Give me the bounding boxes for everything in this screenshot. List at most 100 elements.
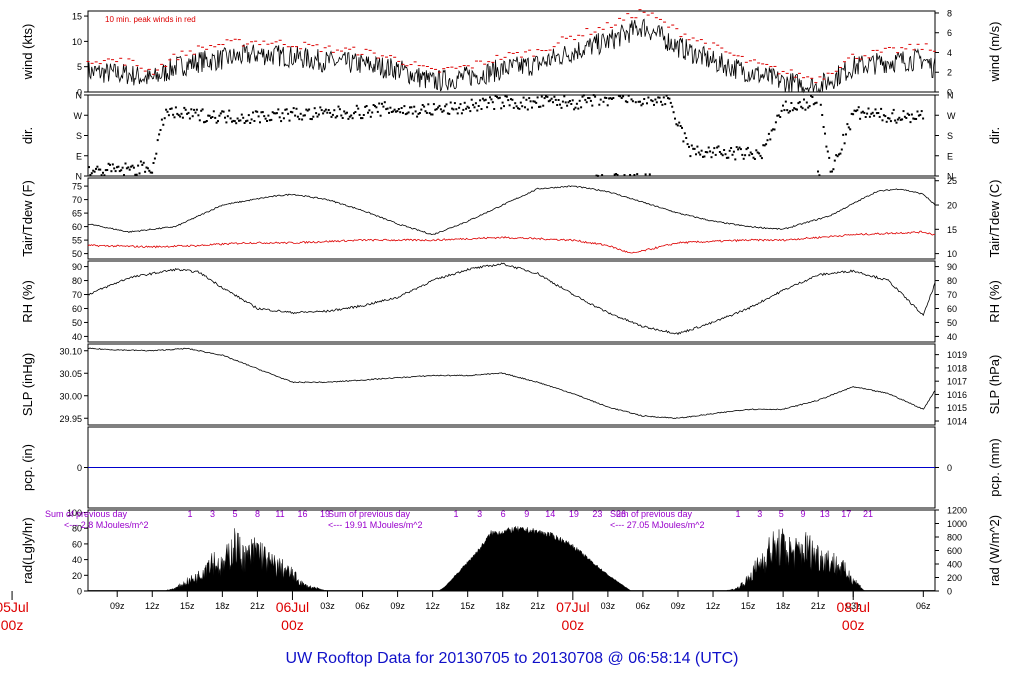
x-axis: 09z 12z 15z 18z 21z 03z 06z 09z 12z 15z 18z 21z 03z 0… — [0, 591, 931, 633]
direction-point — [303, 114, 306, 117]
direction-point — [543, 97, 546, 100]
direction-point — [410, 106, 413, 109]
direction-point — [580, 106, 583, 109]
direction-point — [542, 104, 545, 107]
direction-point — [354, 111, 357, 113]
direction-point — [409, 106, 411, 109]
direction-point — [849, 128, 852, 131]
direction-point — [734, 158, 737, 161]
rad-daily-sum-value: <--- 19.91 MJoules/m^2 — [328, 520, 423, 530]
series-slp — [87, 347, 936, 419]
direction-point — [587, 97, 590, 99]
direction-point — [400, 107, 403, 109]
direction-point — [723, 149, 726, 151]
direction-point — [92, 169, 95, 172]
direction-point — [434, 108, 437, 111]
panel-rad: rad(Lgly/hr) rad (W/m^2)02040608010002004… — [20, 506, 1002, 597]
direction-point — [118, 170, 121, 173]
direction-point — [218, 114, 221, 117]
direction-point — [441, 110, 444, 113]
direction-point — [389, 106, 392, 109]
direction-point — [165, 108, 168, 111]
direction-point — [797, 102, 800, 105]
ytick-label-right-slp: 1015 — [947, 403, 967, 413]
direction-point — [721, 154, 724, 157]
direction-point — [249, 122, 252, 124]
direction-point — [728, 149, 731, 152]
direction-point — [390, 111, 393, 113]
direction-point — [679, 125, 682, 127]
direction-point — [644, 173, 647, 176]
direction-point — [399, 111, 402, 114]
direction-point — [435, 108, 438, 111]
ytick-label-left-slp: 30.05 — [59, 369, 82, 379]
series-direction — [88, 94, 925, 177]
direction-point — [718, 151, 721, 153]
direction-point — [222, 110, 225, 113]
direction-point — [403, 105, 406, 108]
direction-point — [774, 121, 777, 124]
xtick-label: 09z — [390, 601, 405, 611]
rad-hour-mark: 3 — [757, 509, 762, 519]
direction-point — [420, 108, 423, 111]
panel-pcp: pcp. (in) pcp. (mm) 0 0 — [20, 426, 1002, 509]
direction-point — [800, 105, 803, 108]
direction-point — [815, 101, 818, 104]
direction-point — [350, 114, 353, 117]
direction-point — [875, 112, 878, 115]
direction-point — [703, 155, 706, 158]
direction-point — [148, 169, 151, 172]
direction-point — [631, 100, 634, 103]
direction-point — [896, 118, 899, 121]
direction-point — [430, 113, 433, 116]
direction-point — [111, 163, 114, 166]
rad-hour-mark: 11 — [275, 509, 284, 519]
direction-point — [416, 115, 419, 118]
direction-point — [337, 105, 340, 108]
direction-point — [221, 110, 224, 113]
direction-point — [139, 160, 142, 163]
direction-point — [106, 169, 109, 171]
direction-point — [503, 105, 505, 108]
direction-point — [901, 118, 904, 121]
direction-point — [88, 166, 90, 169]
direction-point — [205, 120, 208, 122]
rad-daily-sum-label: Sum of previous day — [328, 509, 411, 519]
direction-point — [362, 114, 365, 116]
direction-point — [245, 120, 247, 123]
direction-point — [836, 155, 839, 158]
direction-point — [829, 170, 832, 173]
series-rad-day-1 — [163, 528, 328, 592]
rad-hour-mark: 23 — [592, 509, 602, 519]
direction-point — [584, 98, 587, 101]
direction-point — [880, 107, 883, 110]
direction-point — [710, 156, 713, 159]
direction-point — [480, 108, 483, 110]
rad-hour-mark: 19 — [320, 509, 330, 519]
direction-point — [545, 95, 547, 98]
direction-point — [120, 169, 123, 172]
panel-temp: Tair/Tdew (F) Tair/Tdew (C) 50 55 60 65 70 75 10… — [20, 176, 1002, 260]
ytick-label-right-temp: 10 — [947, 249, 957, 259]
ylabel-right-rad: rad (W/m^2) — [987, 515, 1002, 586]
panel-rh: RH (%) RH (%) 40 50 60 70 80 90 40 50 60 70 80 90 — [20, 260, 1002, 343]
direction-point — [884, 115, 887, 118]
direction-point — [330, 115, 333, 118]
direction-point — [643, 98, 646, 100]
ytick-label-right-dir: W — [947, 111, 956, 121]
direction-point — [455, 108, 458, 111]
direction-point — [236, 117, 239, 120]
direction-point — [685, 137, 688, 139]
direction-point — [741, 153, 744, 156]
direction-point — [763, 144, 766, 147]
direction-point — [547, 100, 550, 103]
direction-point — [608, 97, 611, 100]
direction-point — [647, 96, 650, 99]
ytick-label-left-rad: 0 — [77, 587, 82, 597]
direction-point — [353, 112, 355, 115]
ytick-label-right-wind: 8 — [947, 8, 952, 18]
direction-point — [624, 100, 627, 103]
direction-point — [204, 120, 207, 123]
rad-daily-sum-label: Sum of previous day — [610, 509, 693, 519]
direction-point — [367, 111, 369, 114]
